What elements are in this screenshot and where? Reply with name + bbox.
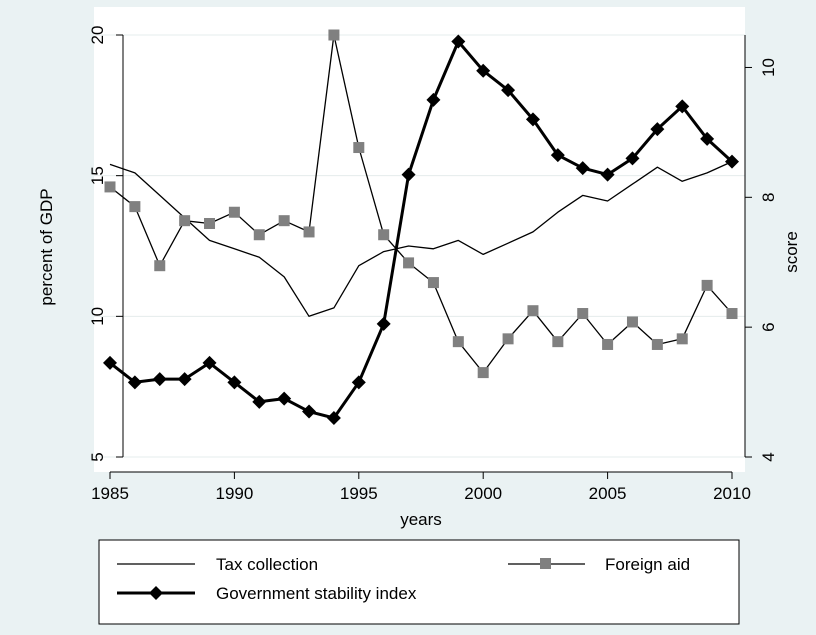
y-right-tick-label-6: 6 xyxy=(759,322,778,331)
legend: Tax collection Foreign aid Government st… xyxy=(98,539,740,625)
point-foreign-aid-1999 xyxy=(452,336,464,348)
point-foreign-aid-1998 xyxy=(427,277,439,289)
point-government-stability-index-1989 xyxy=(202,355,217,370)
y-left-tick-label-10: 10 xyxy=(88,307,107,326)
point-government-stability-index-1991 xyxy=(252,394,267,409)
y-axis-right-title: score xyxy=(782,231,801,273)
y-left-tick-label-5: 5 xyxy=(88,452,107,461)
point-foreign-aid-2010 xyxy=(726,308,738,320)
point-government-stability-index-1994 xyxy=(326,411,341,426)
point-foreign-aid-1988 xyxy=(179,215,191,227)
point-government-stability-index-1998 xyxy=(426,92,441,107)
point-foreign-aid-1989 xyxy=(204,217,216,229)
legend-swatch-foreign-aid-marker xyxy=(540,558,551,569)
point-foreign-aid-2008 xyxy=(676,333,688,345)
point-foreign-aid-1986 xyxy=(129,201,141,213)
point-government-stability-index-1995 xyxy=(351,375,366,390)
point-government-stability-index-2004 xyxy=(575,161,590,176)
point-foreign-aid-2003 xyxy=(552,336,564,348)
y-left-tick-label-20: 20 xyxy=(88,26,107,45)
series-government-stability-index xyxy=(103,34,739,426)
series-layer xyxy=(103,29,739,426)
point-government-stability-index-2002 xyxy=(525,112,540,127)
series-foreign-aid xyxy=(104,29,738,379)
point-government-stability-index-2010 xyxy=(725,154,739,169)
point-foreign-aid-2000 xyxy=(477,367,489,379)
point-government-stability-index-1986 xyxy=(127,375,142,390)
y-right-tick-label-4: 4 xyxy=(759,452,778,461)
legend-label-foreign-aid: Foreign aid xyxy=(605,555,690,574)
point-government-stability-index-1997 xyxy=(401,167,416,182)
point-government-stability-index-1996 xyxy=(376,316,391,331)
point-foreign-aid-1994 xyxy=(328,29,340,41)
x-tick-label-2005: 2005 xyxy=(589,484,627,503)
x-tick-label-1985: 1985 xyxy=(91,484,129,503)
legend-item-tax-collection: Tax collection xyxy=(117,555,318,574)
point-government-stability-index-1988 xyxy=(177,372,192,387)
point-foreign-aid-1995 xyxy=(353,142,365,154)
point-foreign-aid-1991 xyxy=(253,229,265,241)
x-axis-title: years xyxy=(400,510,442,529)
point-foreign-aid-1987 xyxy=(154,260,166,272)
point-foreign-aid-1992 xyxy=(278,215,290,227)
point-foreign-aid-2006 xyxy=(626,316,638,328)
series-line-tax-collection xyxy=(109,161,733,317)
point-government-stability-index-2009 xyxy=(700,131,715,146)
point-foreign-aid-1997 xyxy=(403,257,415,269)
point-government-stability-index-2000 xyxy=(476,63,491,78)
point-government-stability-index-2008 xyxy=(675,99,690,114)
y-left-tick-label-15: 15 xyxy=(88,166,107,185)
point-foreign-aid-1990 xyxy=(228,206,240,218)
ticks-layer: 5 10 15 20 4 6 8 10 1985 1990 1995 2000 2005 2010 xyxy=(88,26,778,503)
series-tax-collection xyxy=(109,161,733,317)
point-government-stability-index-1990 xyxy=(227,375,242,390)
plot-area xyxy=(94,7,745,472)
point-government-stability-index-2005 xyxy=(600,167,615,182)
legend-label-tax-collection: Tax collection xyxy=(216,555,318,574)
point-government-stability-index-1992 xyxy=(277,391,292,406)
point-foreign-aid-2001 xyxy=(502,333,514,345)
point-government-stability-index-1999 xyxy=(451,34,466,49)
point-foreign-aid-1985 xyxy=(104,181,116,193)
legend-swatch-government-stability-index-marker xyxy=(149,586,163,600)
axes-layer xyxy=(110,35,746,473)
legend-box xyxy=(98,539,740,625)
point-foreign-aid-1996 xyxy=(378,229,390,241)
point-foreign-aid-2009 xyxy=(701,279,713,291)
x-tick-label-2010: 2010 xyxy=(713,484,751,503)
x-tick-label-1995: 1995 xyxy=(340,484,378,503)
point-government-stability-index-2006 xyxy=(625,151,640,166)
point-foreign-aid-2007 xyxy=(651,338,663,350)
legend-item-government-stability-index: Government stability index xyxy=(117,584,417,603)
legend-item-foreign-aid: Foreign aid xyxy=(508,555,690,574)
point-foreign-aid-2005 xyxy=(602,338,614,350)
x-tick-label-1990: 1990 xyxy=(215,484,253,503)
point-government-stability-index-2007 xyxy=(650,122,665,137)
point-government-stability-index-2003 xyxy=(550,148,565,163)
grid-layer xyxy=(94,34,745,458)
point-government-stability-index-1987 xyxy=(152,372,167,387)
point-government-stability-index-2001 xyxy=(501,83,516,98)
point-foreign-aid-2004 xyxy=(577,308,589,320)
y-axis-left-title: percent of GDP xyxy=(37,188,56,305)
x-tick-label-2000: 2000 xyxy=(464,484,502,503)
y-right-tick-label-8: 8 xyxy=(759,193,778,202)
point-government-stability-index-1985 xyxy=(103,355,117,370)
y-right-tick-label-10: 10 xyxy=(759,58,778,77)
point-foreign-aid-2002 xyxy=(527,305,539,317)
point-foreign-aid-1993 xyxy=(303,226,315,238)
point-government-stability-index-1993 xyxy=(302,404,317,419)
legend-label-government-stability-index: Government stability index xyxy=(216,584,417,603)
